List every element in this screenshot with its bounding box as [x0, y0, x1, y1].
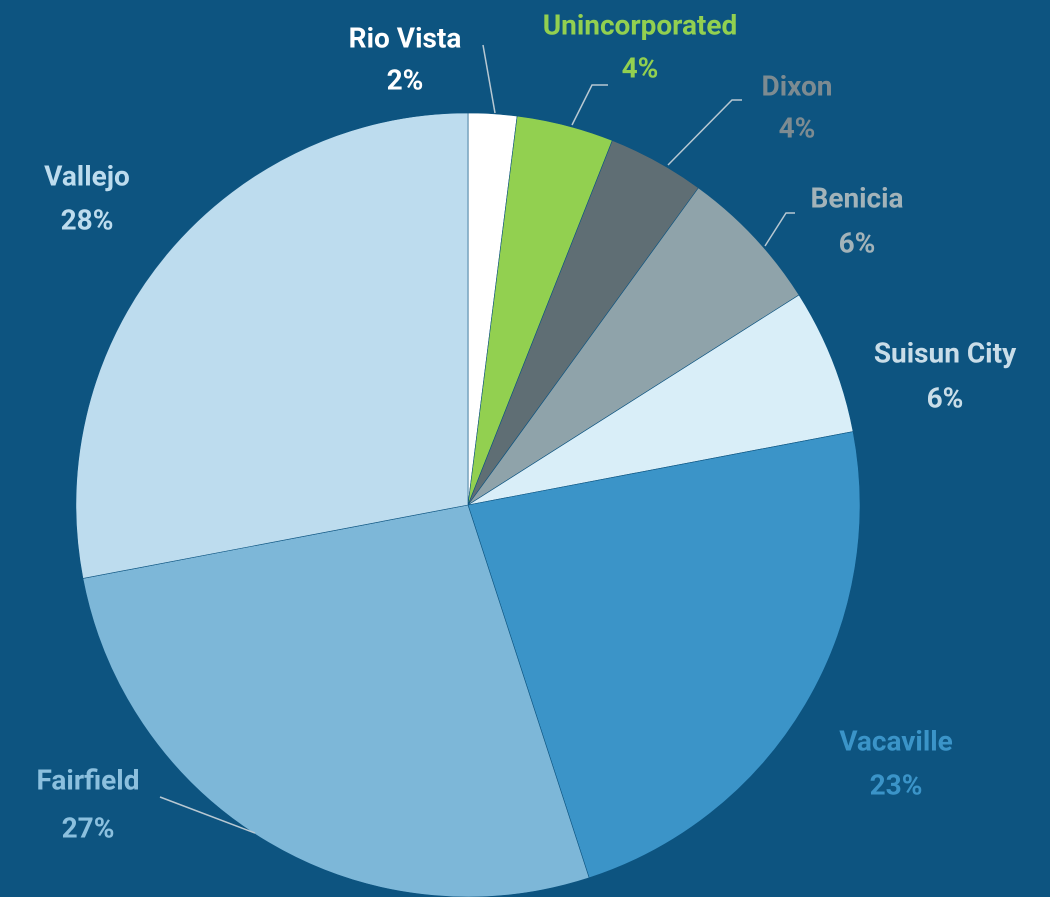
- leader-line: [667, 99, 742, 166]
- slice-value-label: 2%: [387, 63, 424, 96]
- pie-slice: [82, 504, 590, 897]
- pie-slice: [467, 187, 800, 506]
- pie-slice: [75, 112, 469, 579]
- slice-value-label: 23%: [870, 768, 923, 801]
- leader-line: [571, 84, 608, 126]
- slice-label: Vacaville: [839, 724, 953, 757]
- leader-line: [159, 796, 256, 834]
- slice-label: Vallejo: [44, 159, 130, 192]
- pie-slice: [467, 294, 854, 506]
- slice-value-label: 28%: [61, 203, 114, 236]
- slice-label: Suisun City: [874, 336, 1017, 369]
- slice-value-label: 4%: [622, 51, 659, 84]
- slice-label: Fairfield: [37, 763, 140, 796]
- leader-line: [482, 44, 496, 114]
- slice-label: Rio Vista: [349, 21, 462, 54]
- slice-value-label: 6%: [839, 226, 876, 259]
- leader-line: [764, 212, 795, 247]
- slice-value-label: 27%: [62, 811, 115, 844]
- pie-slice: [467, 431, 861, 879]
- slice-label: Unincorporated: [543, 8, 738, 41]
- slice-value-label: 4%: [779, 111, 816, 144]
- slice-value-label: 6%: [927, 381, 964, 414]
- slice-label: Dixon: [762, 69, 833, 102]
- slice-label: Benicia: [810, 181, 903, 214]
